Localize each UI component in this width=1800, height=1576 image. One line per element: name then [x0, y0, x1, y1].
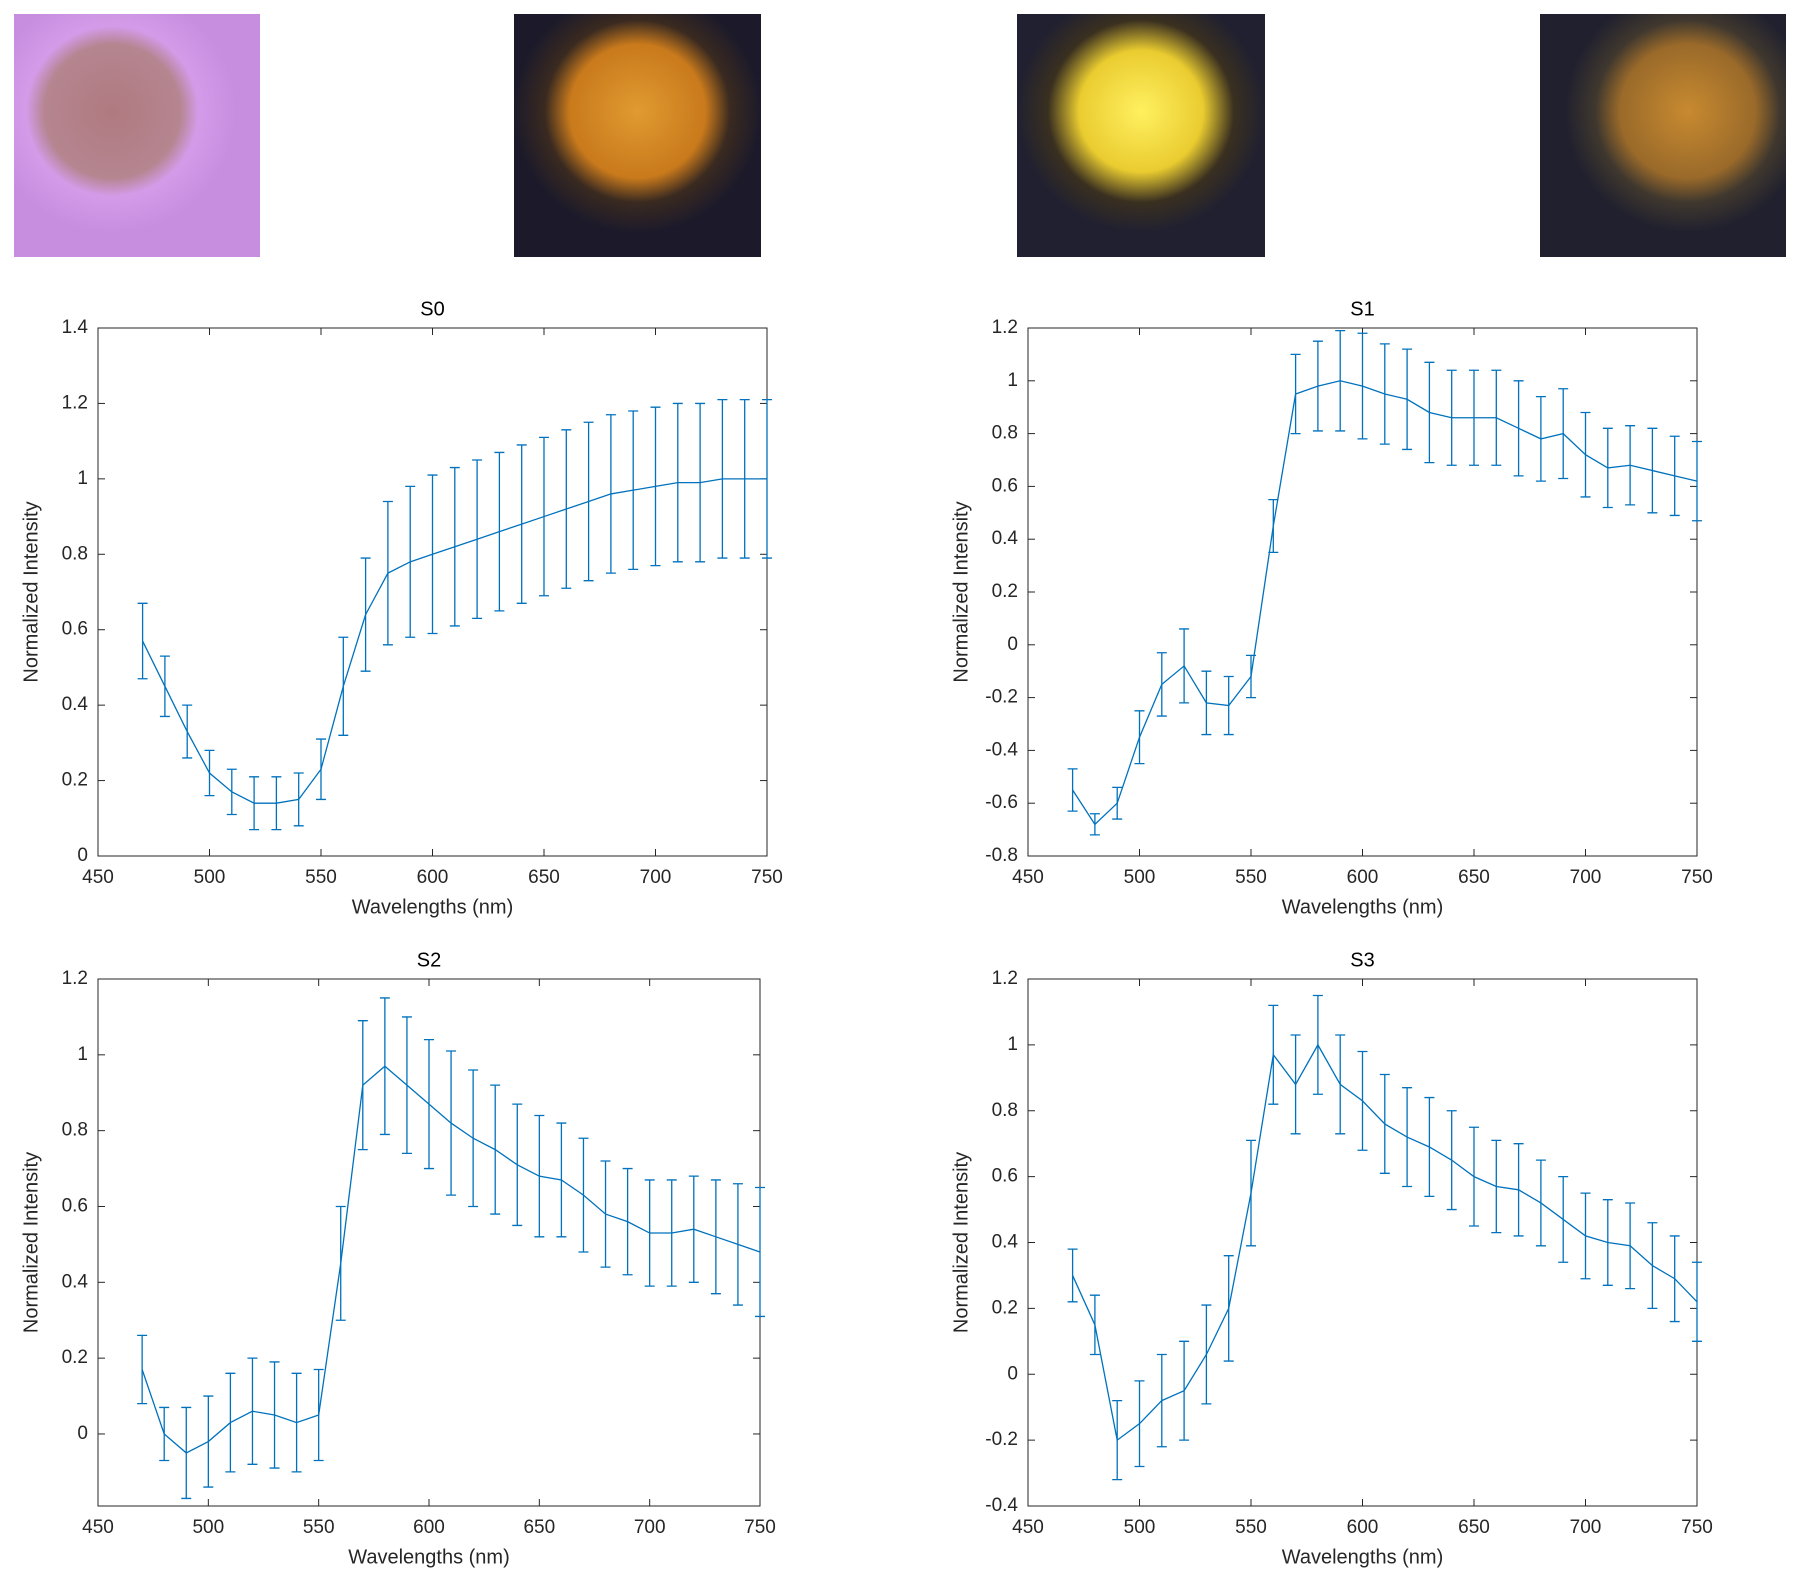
- chart-title: S2: [417, 949, 441, 971]
- x-tick-label: 550: [305, 867, 337, 888]
- y-tick-label: 0.4: [62, 1271, 89, 1292]
- chart-title: S3: [1350, 949, 1374, 971]
- y-tick-label: 0.6: [62, 619, 88, 640]
- y-tick-label: -0.2: [985, 687, 1018, 708]
- x-tick-label: 450: [1012, 1517, 1044, 1538]
- y-tick-label: 0.8: [992, 423, 1018, 444]
- y-tick-label: 1: [77, 468, 88, 489]
- y-tick-label: 1.2: [992, 317, 1018, 338]
- x-tick-label: 700: [1570, 867, 1602, 888]
- x-tick-label: 750: [744, 1517, 776, 1538]
- y-tick-label: 0: [1007, 634, 1018, 655]
- y-tick-label: 0.8: [62, 1120, 88, 1141]
- y-tick-label: 0.2: [992, 581, 1018, 602]
- y-axis-label: Normalized Intensity: [950, 1152, 972, 1333]
- line: [142, 478, 767, 804]
- x-tick-label: 650: [1458, 1517, 1490, 1538]
- y-tick-label: 0: [1007, 1363, 1018, 1384]
- x-tick-label: 450: [82, 867, 114, 888]
- y-tick-label: 0.6: [992, 1166, 1018, 1187]
- line: [1072, 1043, 1698, 1442]
- y-axis-label: Normalized Intensity: [20, 501, 42, 682]
- y-tick-label: 0.8: [62, 543, 88, 564]
- x-axis-label: Wavelengths (nm): [352, 896, 514, 918]
- x-tick-label: 700: [634, 1517, 666, 1538]
- y-tick-label: 0.8: [992, 1100, 1018, 1121]
- y-tick-label: 1: [77, 1044, 88, 1065]
- x-tick-label: 700: [1570, 1517, 1602, 1538]
- y-tick-label: 1.2: [62, 392, 88, 413]
- y-tick-label: 0.2: [62, 770, 88, 791]
- x-tick-label: 550: [303, 1517, 335, 1538]
- y-tick-label: 0.4: [992, 528, 1019, 549]
- y-tick-label: 0.6: [62, 1195, 88, 1216]
- y-tick-label: 0: [77, 845, 88, 866]
- x-tick-label: 500: [1124, 1517, 1156, 1538]
- y-tick-label: 0.4: [62, 694, 89, 715]
- y-axis-label: Normalized Intensity: [950, 501, 972, 682]
- x-tick-label: 700: [640, 867, 672, 888]
- error-bar: [755, 1186, 765, 1318]
- x-tick-label: 550: [1235, 1517, 1267, 1538]
- y-tick-label: 1: [1007, 370, 1018, 391]
- line: [1072, 380, 1698, 826]
- y-tick-label: -0.8: [985, 845, 1018, 866]
- x-tick-label: 500: [192, 1517, 224, 1538]
- line: [141, 1065, 761, 1454]
- x-axis-label: Wavelengths (nm): [348, 1546, 510, 1568]
- x-tick-label: 750: [751, 867, 783, 888]
- image-intensity: [14, 14, 260, 257]
- x-tick-label: 550: [1235, 867, 1267, 888]
- image-s1: [514, 14, 761, 257]
- x-axis-label: Wavelengths (nm): [1282, 1546, 1444, 1568]
- y-tick-label: -0.4: [985, 1495, 1018, 1516]
- x-tick-label: 500: [1124, 867, 1156, 888]
- y-tick-label: 1.2: [992, 968, 1018, 989]
- x-tick-label: 450: [1012, 867, 1044, 888]
- y-tick-label: 1.2: [62, 968, 88, 989]
- chart-title: S0: [420, 298, 444, 320]
- x-tick-label: 500: [194, 867, 226, 888]
- x-tick-label: 600: [413, 1517, 445, 1538]
- y-tick-label: -0.6: [985, 792, 1018, 813]
- chart-title: S1: [1350, 298, 1374, 320]
- y-tick-label: 0.4: [992, 1232, 1019, 1253]
- x-tick-label: 600: [1347, 1517, 1379, 1538]
- error-bar: [137, 1334, 148, 1405]
- image-s2: [1017, 14, 1265, 257]
- y-tick-label: 0.6: [992, 475, 1018, 496]
- y-tick-label: -0.2: [985, 1429, 1018, 1450]
- y-axis-label: Normalized Intensity: [20, 1152, 42, 1333]
- x-tick-label: 650: [1458, 867, 1490, 888]
- y-tick-label: 1: [1007, 1034, 1018, 1055]
- error-bar: [137, 602, 148, 680]
- y-tick-label: 0: [77, 1423, 88, 1444]
- y-tick-label: 0.2: [62, 1347, 88, 1368]
- x-tick-label: 600: [1347, 867, 1379, 888]
- x-tick-label: 650: [523, 1517, 555, 1538]
- x-tick-label: 750: [1681, 1517, 1713, 1538]
- x-tick-label: 750: [1681, 867, 1713, 888]
- y-tick-label: -0.4: [985, 739, 1018, 760]
- image-s3: [1540, 14, 1786, 257]
- y-tick-label: 1.4: [62, 317, 89, 338]
- x-axis-label: Wavelengths (nm): [1282, 896, 1444, 918]
- x-tick-label: 650: [528, 867, 560, 888]
- y-tick-label: 0.2: [992, 1297, 1018, 1318]
- x-tick-label: 450: [82, 1517, 114, 1538]
- x-tick-label: 600: [417, 867, 449, 888]
